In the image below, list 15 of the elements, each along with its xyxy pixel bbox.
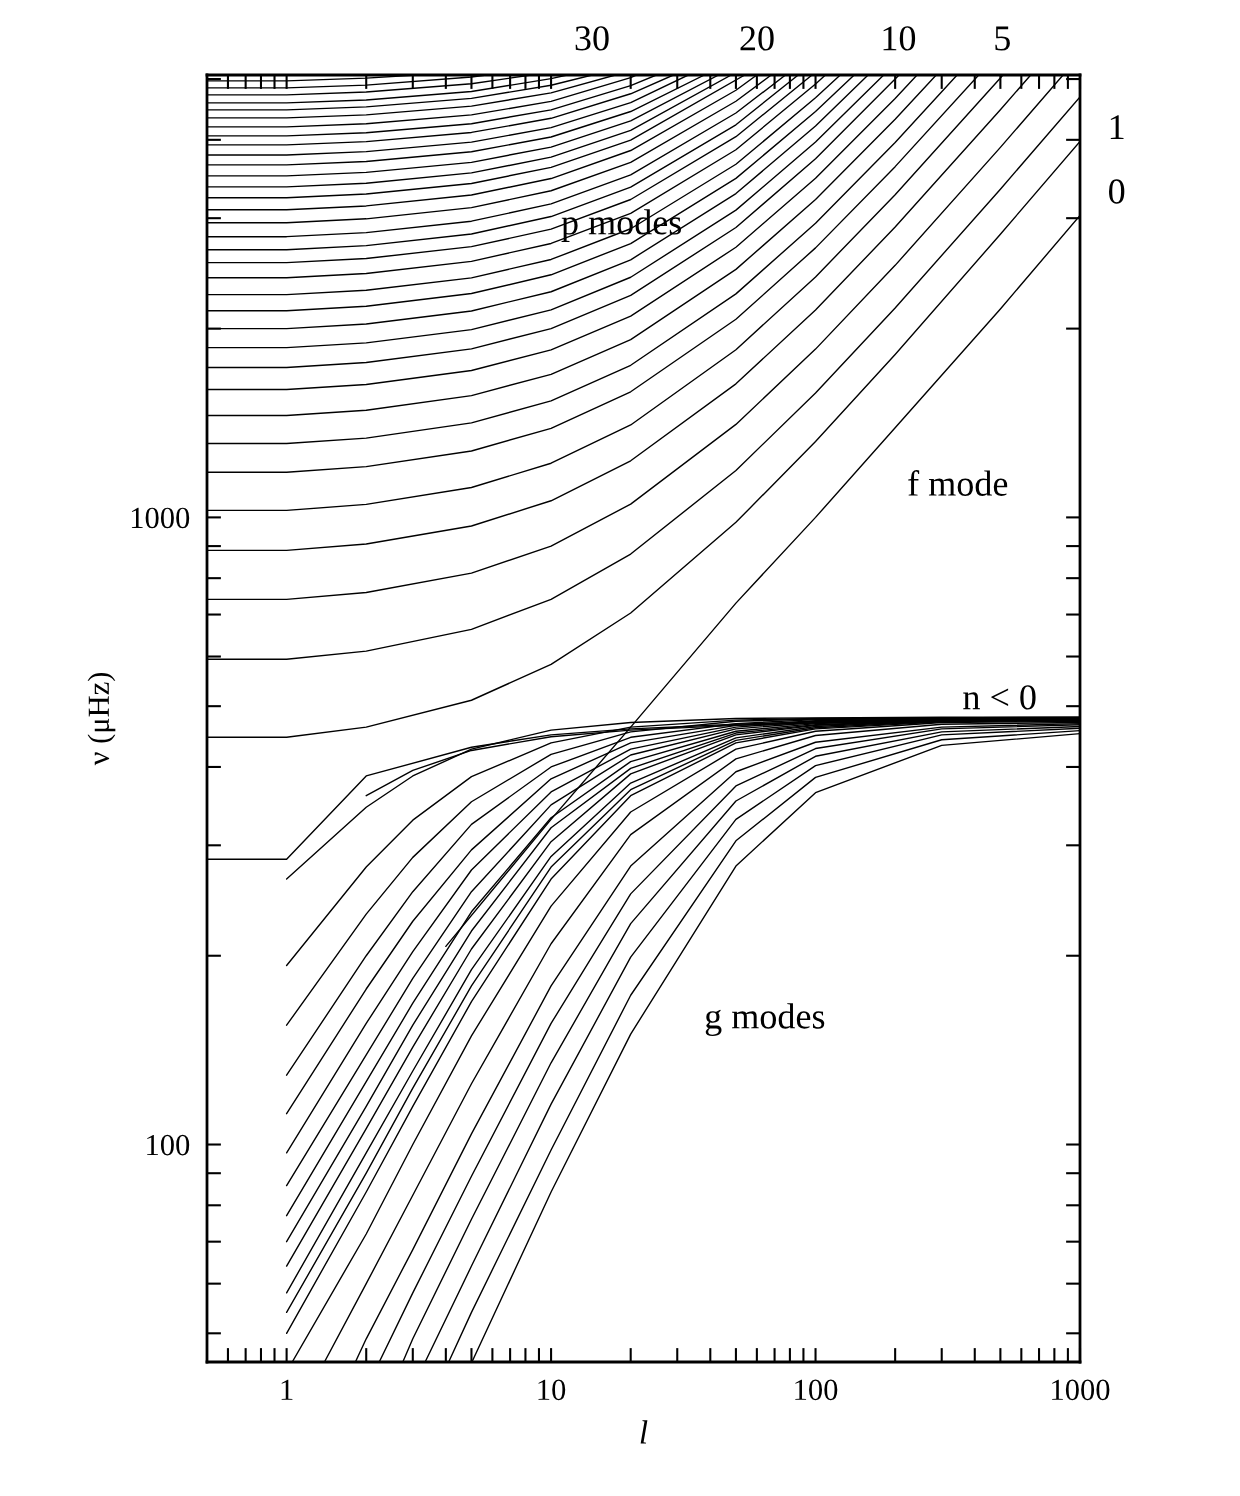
x-axis-title: l — [640, 1420, 648, 1444]
x-tick-label: 1 — [281, 1379, 293, 1400]
text: 1 — [1110, 115, 1124, 140]
text: 5 — [995, 26, 1010, 51]
x-tick-label: 100 — [795, 1379, 838, 1401]
x-tick-label: 10 — [538, 1379, 566, 1401]
y-axis-title: ν (μHz) — [87, 672, 116, 766]
annotation: f mode — [908, 470, 1008, 496]
x-tick-label: 1000 — [1052, 1379, 1110, 1401]
text: 30 — [575, 26, 609, 51]
text: 10 — [883, 26, 916, 51]
text: 0 — [1109, 179, 1125, 204]
annotation: g modes — [705, 1003, 825, 1037]
text: 20 — [740, 26, 774, 51]
annotation: n < 0 — [963, 685, 1036, 710]
